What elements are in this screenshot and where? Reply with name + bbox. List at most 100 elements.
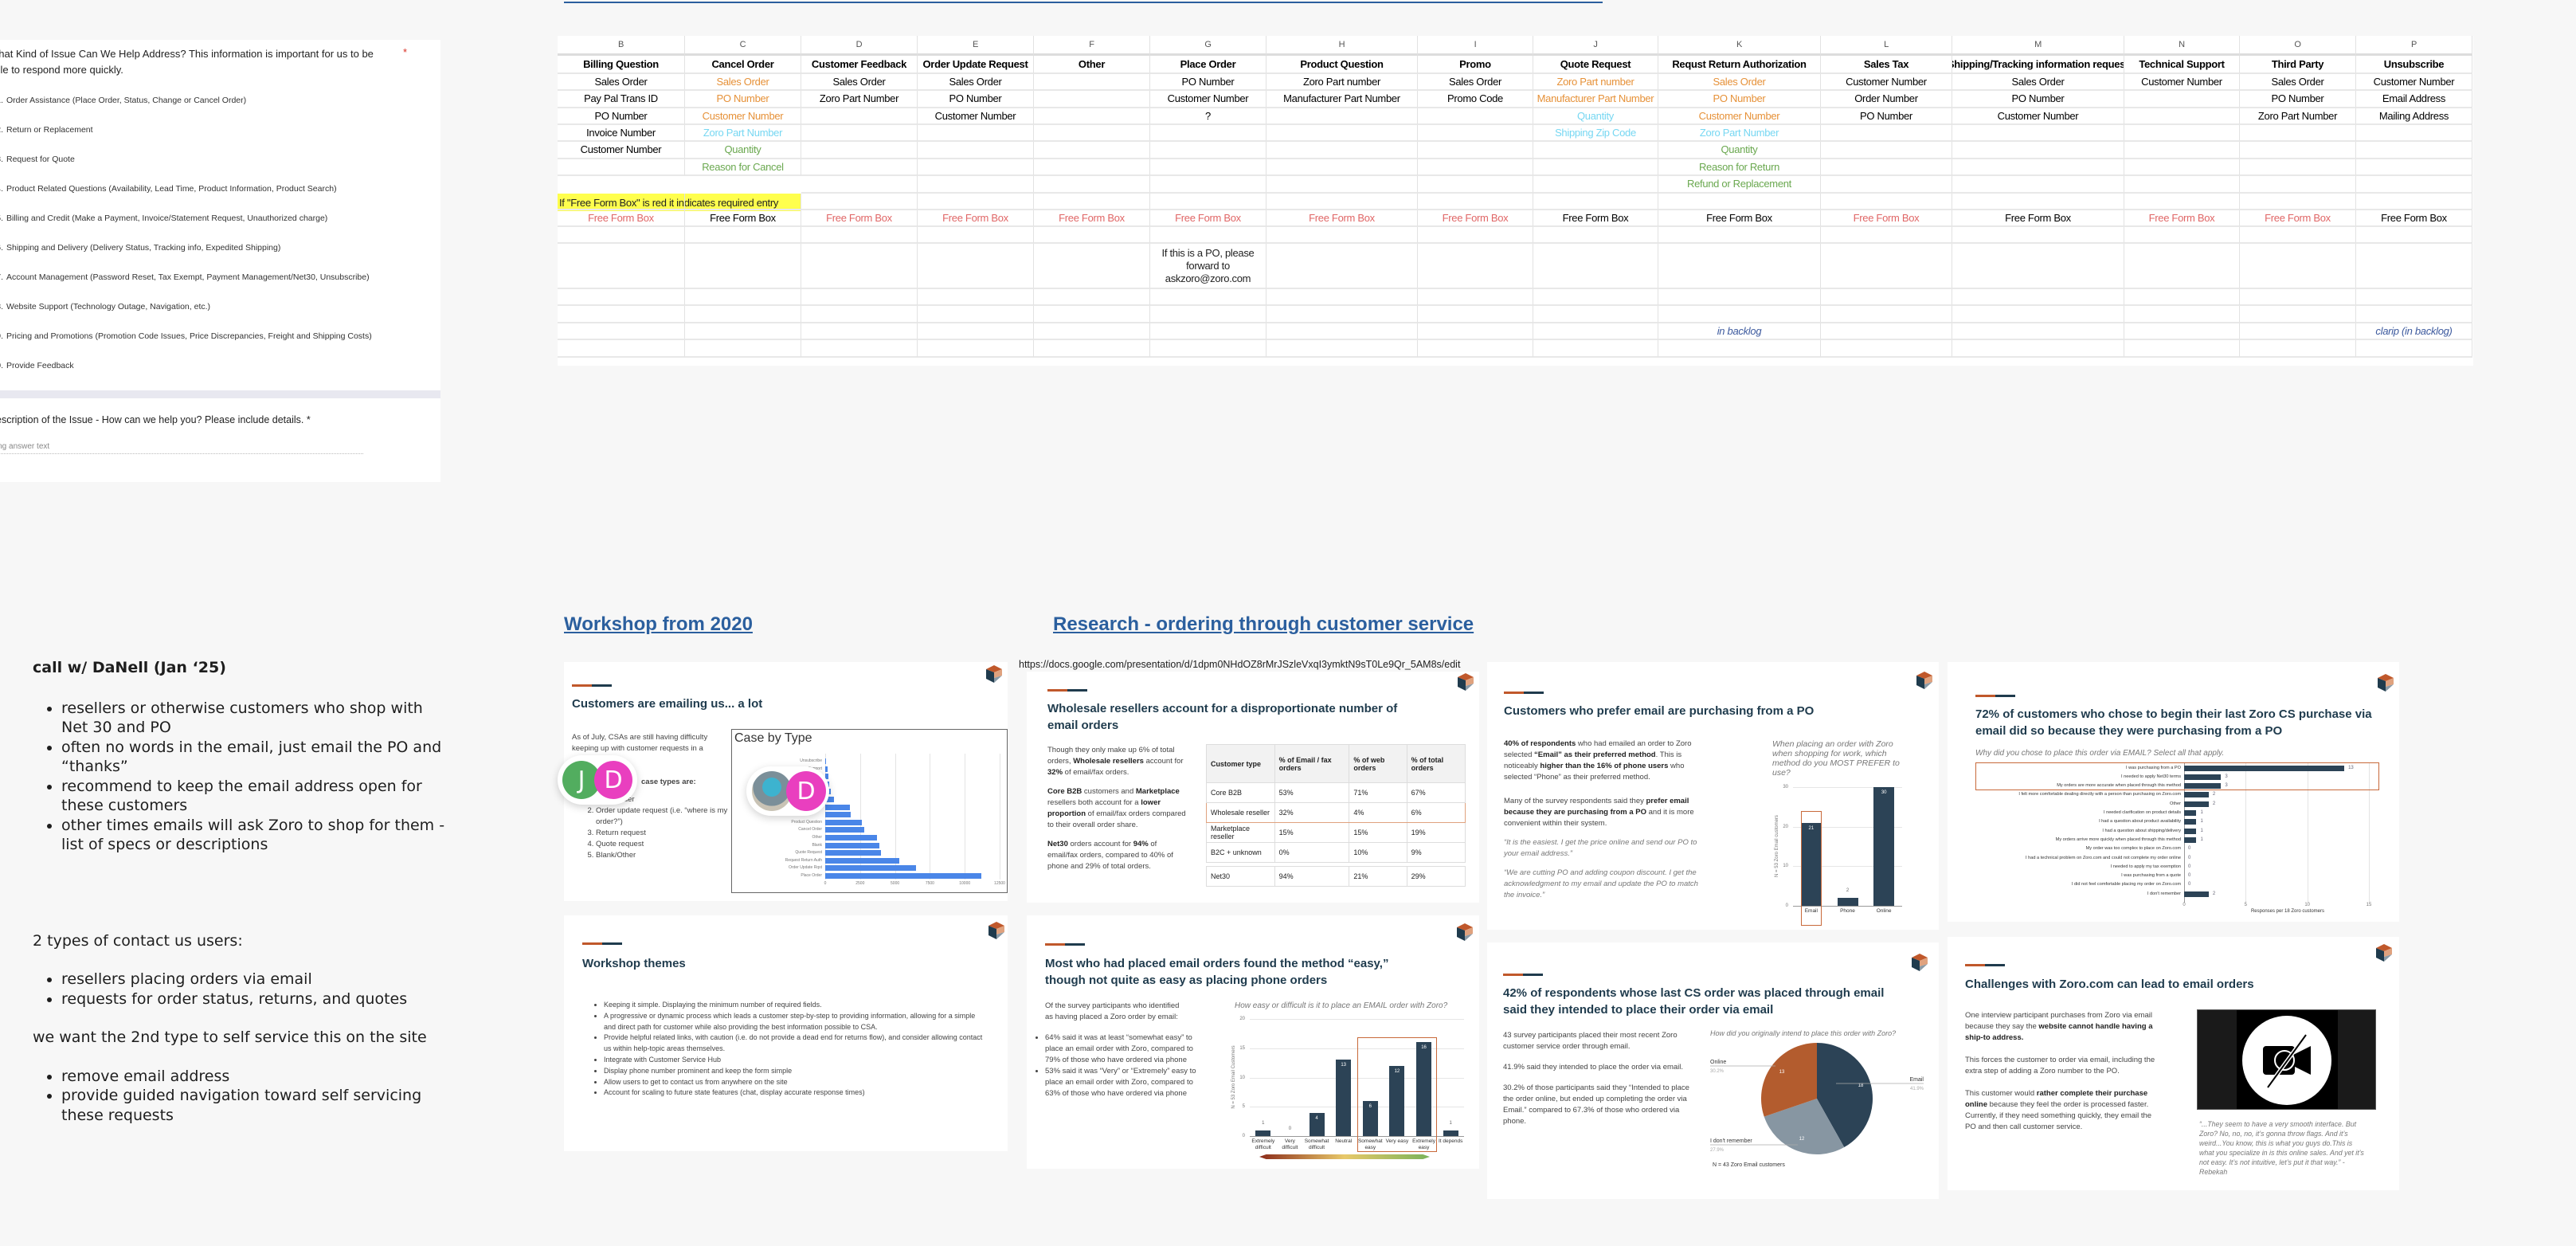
column-header: Shipping/Tracking information request (1952, 56, 2124, 74)
value-label: 2 (2212, 801, 2216, 806)
highlight-box (1357, 1037, 1438, 1152)
form-option[interactable]: 9.Pricing and Promotions (Promotion Code… (0, 331, 372, 341)
pie-slice (1817, 1043, 1873, 1148)
slide-original-intent[interactable]: 42% of respondents whose last CS order w… (1487, 942, 1939, 1199)
sheet-cell (2240, 340, 2356, 358)
presentation-url[interactable]: https://docs.google.com/presentation/d/1… (1019, 659, 1461, 670)
slide-wholesale-resellers[interactable]: Wholesale resellers account for a dispro… (1027, 672, 1479, 903)
video-embed[interactable] (2197, 1009, 2376, 1110)
list-item: Quote request (596, 839, 735, 850)
sheet-cell (1418, 323, 1533, 340)
sheet-cell (2124, 125, 2240, 142)
sheet-cell (2240, 227, 2356, 244)
y-axis-label: N = 53 Zoro Email Customers (1231, 1044, 1236, 1109)
issue-question: What Kind of Issue Can We Help Address? … (0, 48, 374, 76)
text-run: orders account for (1067, 840, 1133, 848)
sheet-cell (1418, 142, 1533, 159)
field-cell: Promo Code (1418, 91, 1533, 108)
value-label: 0 (1288, 1126, 1292, 1131)
field-cell: Invoice Number (558, 125, 685, 142)
sheet-cell (1952, 159, 2124, 176)
chart-title: Why did you chose to place this order vi… (1975, 749, 2225, 758)
field-cell: PO Number (685, 91, 801, 108)
avatar-d[interactable]: D (594, 761, 632, 799)
sheet-cell (1418, 108, 1533, 125)
list-item: remove email address (61, 1067, 447, 1087)
form-option[interactable]: 3.Request for Quote (0, 155, 75, 164)
sheet-cell (558, 323, 685, 340)
paragraph: Many of the survey respondents said they… (1504, 796, 1703, 829)
field-cell: PO Number (558, 108, 685, 125)
required-entry-note: If "Free Form Box" is red it indicates r… (558, 194, 801, 211)
form-option[interactable]: 8.Website Support (Technology Outage, Na… (0, 302, 210, 312)
x-tick-label: 0 (2183, 903, 2186, 907)
list-item: Provide helpful related links, with caut… (604, 1032, 985, 1055)
column-letter: C (685, 36, 801, 56)
sheet-cell (1821, 176, 1952, 194)
bar (1800, 822, 1822, 906)
highlight-box (1975, 762, 2379, 790)
bold-text: Marketplace (1135, 787, 1180, 796)
slide-title: Customers are emailing us... a lot (572, 697, 763, 711)
sheet-cell (2240, 142, 2356, 159)
field-cell: Zoro Part Number (2240, 108, 2356, 125)
column-letter: G (1150, 36, 1266, 56)
field-cell: Sales Order (685, 74, 801, 91)
field-cell: Zoro Part Number (1658, 125, 1821, 142)
workshop-heading-link[interactable]: Workshop from 2020 (564, 613, 753, 635)
bold-text: “Email” as their preferred method (1534, 750, 1656, 759)
avatar-photo[interactable] (752, 771, 792, 811)
column-header: Technical Support (2124, 56, 2240, 74)
section-divider (0, 390, 440, 398)
form-option[interactable]: 2.Return or Replacement (0, 125, 93, 135)
list-item: Return request (596, 828, 735, 839)
collaborator-avatars[interactable]: D (746, 766, 829, 816)
bar (1336, 1060, 1352, 1136)
slice-percent: 30.2% (1710, 1069, 1725, 1074)
option-number: 3. (0, 155, 3, 164)
link-underline[interactable] (564, 0, 1603, 3)
themes-list: Keeping it simple. Displaying the minimu… (586, 1000, 985, 1099)
sheet-cell (1821, 244, 1952, 289)
value-label: 12 (1394, 1068, 1400, 1074)
sheet-cell (685, 244, 801, 289)
collaborator-avatars[interactable]: J D (558, 755, 637, 805)
slide-prefer-email[interactable]: Customers who prefer email are purchasin… (1487, 662, 1939, 930)
description-input[interactable]: Long answer text (0, 442, 363, 454)
research-heading-link[interactable]: Research - ordering through customer ser… (1053, 613, 1474, 635)
zoro-logo-icon (984, 664, 1004, 684)
sheet-cell (558, 340, 685, 358)
free-form-cell: Free Form Box (1658, 210, 1821, 227)
form-option[interactable]: 1.Order Assistance (Place Order, Status,… (0, 96, 246, 105)
field-cell: ? (1150, 108, 1266, 125)
sheet-cell (2356, 244, 2472, 289)
note-cell: If this is a PO, please forward to askzo… (1150, 244, 1266, 289)
form-option[interactable]: 7.Account Management (Password Reset, Ta… (0, 272, 370, 282)
slide-workshop-themes[interactable]: Workshop themes Keeping it simple. Displ… (564, 915, 1008, 1151)
avatar-d[interactable]: D (786, 771, 826, 811)
sheet-cell (918, 227, 1034, 244)
table-cell: 71% (1349, 782, 1407, 803)
sheet-cell (1658, 244, 1821, 289)
value-label: 0 (2188, 864, 2191, 869)
table-cell: Wholesale reseller (1206, 802, 1275, 823)
form-option[interactable]: 4.Product Related Questions (Availabilit… (0, 184, 337, 194)
form-option[interactable]: 5.Billing and Credit (Make a Payment, In… (0, 214, 327, 223)
zoro-logo-icon (1909, 952, 1930, 973)
option-label: Provide Feedback (6, 361, 74, 370)
slide-email-reasons[interactable]: 72% of customers who chose to begin thei… (1948, 662, 2399, 922)
form-option[interactable]: 10.Provide Feedback (0, 361, 74, 370)
column-letter: N (2124, 36, 2240, 56)
form-option[interactable]: 6.Shipping and Delivery (Delivery Status… (0, 243, 280, 253)
slide-email-ease[interactable]: Most who had placed email orders found t… (1027, 915, 1479, 1169)
sheet-cell (2356, 142, 2472, 159)
case-types-label: case types are: (641, 778, 696, 786)
slide-challenges[interactable]: Challenges with Zoro.com can lead to ema… (1948, 937, 2399, 1190)
slide-intro: As of July, CSAs are still having diffic… (572, 733, 708, 753)
sheet-cell (2124, 306, 2240, 323)
category-label: I felt more comfortable dealing directly… (2018, 792, 2181, 797)
table-cell: 15% (1349, 822, 1407, 843)
category-label: I needed to apply Net30 terms (2121, 774, 2181, 779)
list-item: resellers or otherwise customers who sho… (61, 699, 447, 738)
sheet-cell (1150, 125, 1266, 142)
